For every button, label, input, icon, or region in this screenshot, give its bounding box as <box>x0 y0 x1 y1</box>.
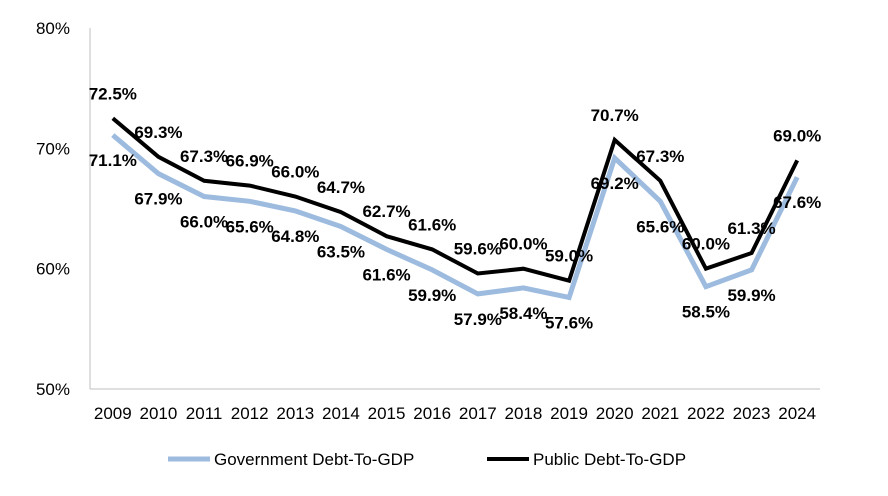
data-label-public: 69.3% <box>134 123 182 142</box>
x-tick-label: 2009 <box>94 404 132 423</box>
data-label-government: 58.5% <box>682 303 730 322</box>
x-tick-label: 2013 <box>276 404 314 423</box>
data-label-government: 67.9% <box>134 190 182 209</box>
data-label-public: 72.5% <box>89 84 137 103</box>
data-label-public: 66.0% <box>271 162 319 181</box>
data-label-public: 66.9% <box>226 152 274 171</box>
data-label-government: 59.9% <box>408 286 456 305</box>
data-label-government: 59.9% <box>727 286 775 305</box>
x-tick-label: 2014 <box>322 404 360 423</box>
data-label-government: 65.6% <box>226 217 274 236</box>
data-label-public: 62.7% <box>362 202 410 221</box>
data-label-public: 61.3% <box>727 219 775 238</box>
data-label-public: 67.3% <box>180 147 228 166</box>
data-label-public: 60.0% <box>682 235 730 254</box>
y-tick-label: 50% <box>36 380 70 399</box>
x-tick-label: 2011 <box>186 404 223 423</box>
data-label-public: 60.0% <box>499 235 547 254</box>
x-tick-label: 2016 <box>413 404 451 423</box>
x-tick-label: 2023 <box>733 404 771 423</box>
series-line-public-debt <box>111 116 799 284</box>
data-label-public: 61.6% <box>408 215 456 234</box>
x-tick-label: 2010 <box>140 404 178 423</box>
data-label-government: 63.5% <box>317 243 365 262</box>
data-label-government: 58.4% <box>499 304 547 323</box>
x-tick-label: 2017 <box>459 404 497 423</box>
x-tick-label: 2019 <box>550 404 588 423</box>
x-tick-label: 2020 <box>596 404 634 423</box>
data-label-public: 59.6% <box>454 239 502 258</box>
data-label-public: 69.0% <box>773 126 821 145</box>
data-label-public: 70.7% <box>591 106 639 125</box>
data-label-government: 64.8% <box>271 227 319 246</box>
y-tick-label: 70% <box>36 139 70 158</box>
data-label-government: 69.2% <box>591 174 639 193</box>
data-label-government: 71.1% <box>89 151 137 170</box>
x-tick-label: 2022 <box>687 404 725 423</box>
x-tick-label: 2018 <box>505 404 543 423</box>
legend-label-public: Public Debt-To-GDP <box>533 450 686 469</box>
data-label-government: 66.0% <box>180 212 228 231</box>
data-label-government: 67.6% <box>773 193 821 212</box>
data-label-government: 65.6% <box>636 217 684 236</box>
data-label-government: 57.9% <box>454 310 502 329</box>
data-label-public: 64.7% <box>317 178 365 197</box>
x-tick-label: 2024 <box>778 404 816 423</box>
x-tick-label: 2015 <box>368 404 406 423</box>
x-tick-label: 2012 <box>231 404 269 423</box>
data-label-public: 59.0% <box>545 247 593 266</box>
y-tick-label: 80% <box>36 19 70 38</box>
data-label-government: 61.6% <box>362 265 410 284</box>
x-tick-label: 2021 <box>641 404 679 423</box>
data-label-public: 67.3% <box>636 147 684 166</box>
series-line-government-debt <box>111 133 800 301</box>
data-label-government: 57.6% <box>545 314 593 333</box>
y-tick-label: 60% <box>36 260 70 279</box>
legend-label-government: Government Debt-To-GDP <box>214 450 414 469</box>
